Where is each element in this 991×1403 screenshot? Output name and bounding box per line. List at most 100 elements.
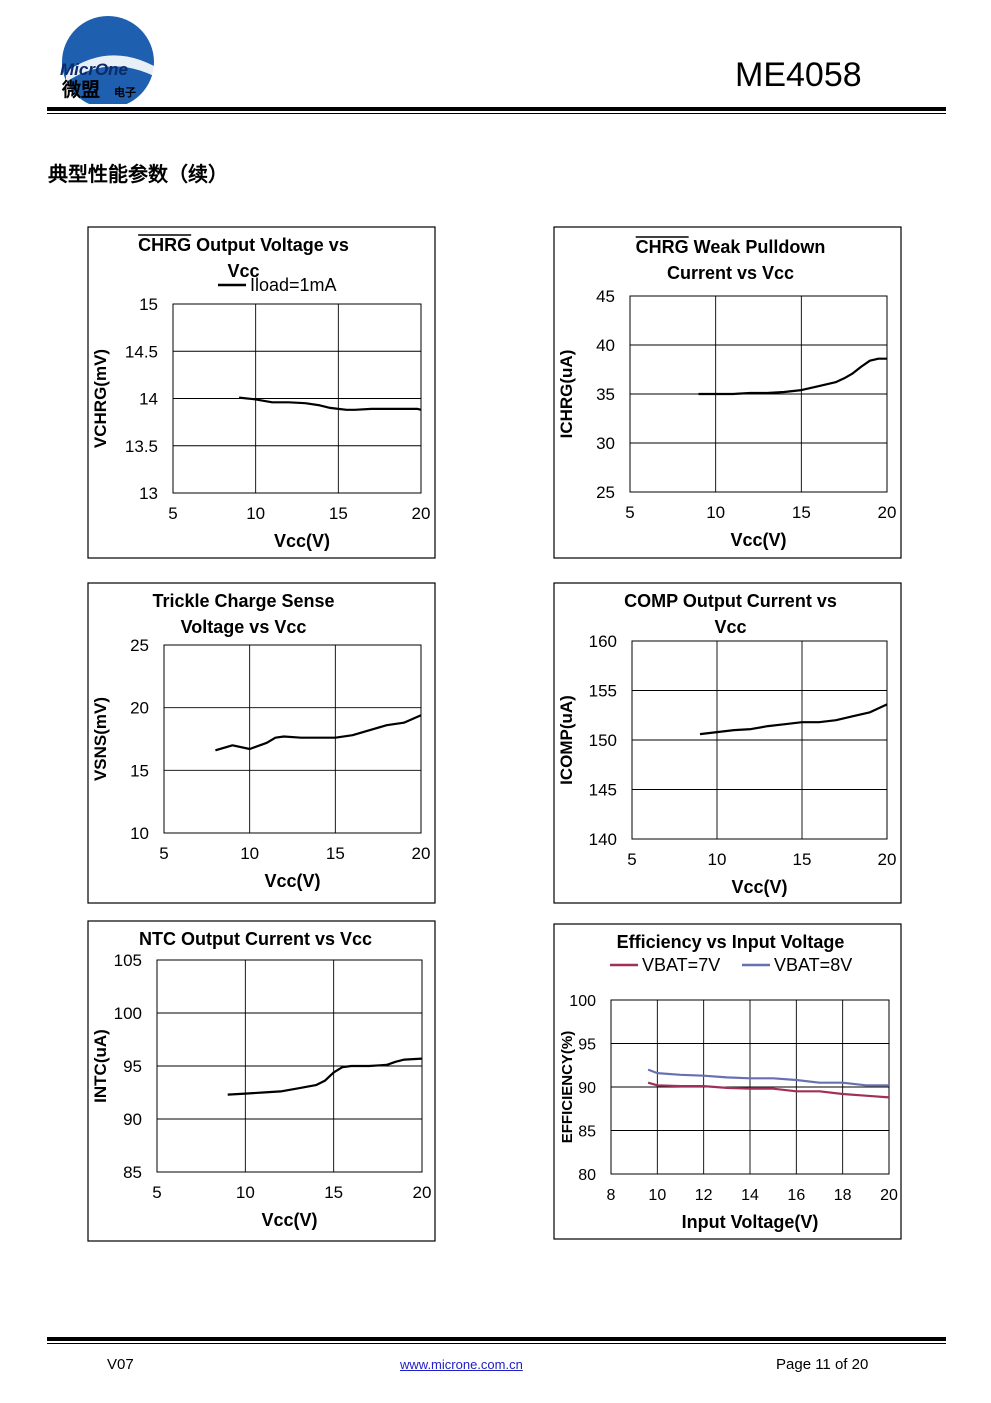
- chart-title-line: Efficiency vs Input Voltage: [617, 932, 845, 952]
- y-axis-label: EFFICIENCY(%): [559, 1031, 576, 1144]
- series-line-intc: [227, 1057, 423, 1096]
- x-tick-label: 20: [412, 844, 431, 863]
- x-tick-label: 10: [708, 850, 727, 869]
- y-tick-label: 45: [596, 287, 615, 306]
- y-tick-label: 35: [596, 385, 615, 404]
- y-tick-label: 80: [578, 1167, 596, 1184]
- y-tick-label: 85: [123, 1163, 142, 1182]
- y-axis-label: ICOMP(uA): [557, 695, 576, 785]
- chart-frame: [87, 582, 436, 904]
- x-tick-label: 10: [236, 1183, 255, 1202]
- x-axis-label: Vcc(V): [274, 531, 330, 551]
- legend-entry: Iload=1mA: [250, 275, 337, 295]
- x-tick-label: 15: [793, 850, 812, 869]
- x-tick-label: 20: [412, 504, 431, 523]
- section-heading: 典型性能参数（续）: [48, 162, 228, 186]
- x-tick-label: 15: [326, 844, 345, 863]
- doc-title: ME4058: [735, 56, 862, 94]
- x-tick-label: 18: [834, 1187, 852, 1204]
- y-tick-label: 100: [114, 1004, 142, 1023]
- y-tick-label: 160: [589, 632, 617, 651]
- x-axis-label: Vcc(V): [261, 1210, 317, 1230]
- chart-frame: [553, 226, 902, 559]
- footer-page-number: Page 11 of 20: [776, 1356, 869, 1373]
- y-tick-label: 40: [596, 336, 615, 355]
- chart-title-line: NTC Output Current vs Vcc: [139, 929, 372, 949]
- y-tick-label: 105: [114, 951, 142, 970]
- y-tick-label: 140: [589, 830, 617, 849]
- chart-title-line: Vcc: [714, 617, 746, 637]
- y-tick-label: 90: [578, 1080, 596, 1097]
- series-line-icomp: [699, 703, 888, 736]
- x-tick-label: 15: [792, 503, 811, 522]
- x-tick-label: 8: [607, 1187, 616, 1204]
- plot-area: [163, 644, 422, 834]
- y-axis-label: INTC(uA): [91, 1029, 110, 1103]
- y-tick-label: 10: [130, 824, 149, 843]
- chart-frame: [553, 582, 902, 904]
- y-tick-label: 15: [130, 761, 149, 780]
- chart-trickle-charge-sense: 5 10 15 20 10 15 20 25 Trickle Charge Sense Volta…: [87, 582, 436, 904]
- y-tick-label: 13.5: [125, 437, 158, 456]
- chart-efficiency-vs-input: 8 10 12 14 16 18 20 80 85 90 95 100 Efficiency vs In…: [553, 923, 902, 1240]
- chart-title-line: Vcc: [227, 261, 259, 281]
- y-axis-label: VSNS(mV): [91, 697, 110, 781]
- chart-frame: [87, 920, 436, 1242]
- x-axis-label: Vcc(V): [731, 877, 787, 897]
- x-tick-label: 5: [159, 844, 168, 863]
- y-tick-label: 150: [589, 731, 617, 750]
- chart-ntc-output-current: 5 10 15 20 85 90 95 100 105 NTC Output Current vs…: [87, 920, 436, 1242]
- y-tick-label: 100: [569, 993, 596, 1010]
- chart-frame: [87, 226, 436, 559]
- y-tick-label: 30: [596, 434, 615, 453]
- x-tick-label: 5: [168, 504, 177, 523]
- x-tick-label: 5: [152, 1183, 161, 1202]
- x-tick-label: 10: [648, 1187, 666, 1204]
- chart-chrg-weak-pulldown: 5 10 15 20 25 30 35 40 45 CHRG Weak Pulldown Curre…: [553, 226, 902, 559]
- x-tick-label: 20: [413, 1183, 432, 1202]
- y-tick-label: 85: [578, 1124, 596, 1141]
- series-line-vbat-7v: [647, 1081, 890, 1099]
- x-tick-label: 20: [878, 503, 897, 522]
- logo-text-cn-small: 电子: [114, 85, 136, 99]
- x-tick-label: 5: [627, 850, 636, 869]
- chart-title-line: Current vs Vcc: [667, 263, 794, 283]
- footer-rule-thin: [47, 1343, 946, 1344]
- y-tick-label: 13: [139, 484, 158, 503]
- y-tick-label: 20: [130, 699, 149, 718]
- y-tick-label: 14: [139, 390, 158, 409]
- x-tick-label: 10: [246, 504, 265, 523]
- y-tick-label: 25: [596, 483, 615, 502]
- x-axis-label: Vcc(V): [264, 871, 320, 891]
- x-tick-label: 10: [706, 503, 725, 522]
- series-line-vsns: [215, 714, 422, 752]
- x-tick-label: 20: [878, 850, 897, 869]
- chart-title-line: CHRG Weak Pulldown: [636, 237, 826, 257]
- y-tick-label: 145: [589, 781, 617, 800]
- chart-title-line: Trickle Charge Sense: [152, 591, 334, 611]
- y-tick-label: 90: [123, 1110, 142, 1129]
- footer-version: V07: [107, 1356, 134, 1373]
- y-tick-label: 95: [578, 1037, 596, 1054]
- x-tick-label: 14: [741, 1187, 759, 1204]
- header-rule-thick: [47, 107, 946, 111]
- microne-logo: MicrOne 微盟 电子: [60, 16, 154, 104]
- y-tick-label: 95: [123, 1057, 142, 1076]
- x-tick-label: 15: [329, 504, 348, 523]
- logo-text-cn: 微盟: [61, 78, 100, 101]
- y-axis-label: ICHRG(uA): [557, 350, 576, 439]
- chart-title-line: CHRG Output Voltage vs: [138, 235, 349, 255]
- series-line-iload-1ma: [238, 396, 422, 411]
- y-tick-label: 155: [589, 682, 617, 701]
- header-rule-thin: [47, 113, 946, 114]
- logo-text-latin: MicrOne: [60, 60, 128, 79]
- chart-title-line: Voltage vs Vcc: [181, 617, 307, 637]
- x-axis-label: Input Voltage(V): [682, 1212, 819, 1232]
- y-tick-label: 14.5: [125, 342, 158, 361]
- footer-website-link[interactable]: www.microne.com.cn: [400, 1357, 523, 1372]
- series-line-vbat-8v: [647, 1068, 889, 1087]
- x-tick-label: 5: [625, 503, 634, 522]
- legend-entry: VBAT=7V: [642, 955, 720, 975]
- series-line-ichrg: [698, 357, 887, 396]
